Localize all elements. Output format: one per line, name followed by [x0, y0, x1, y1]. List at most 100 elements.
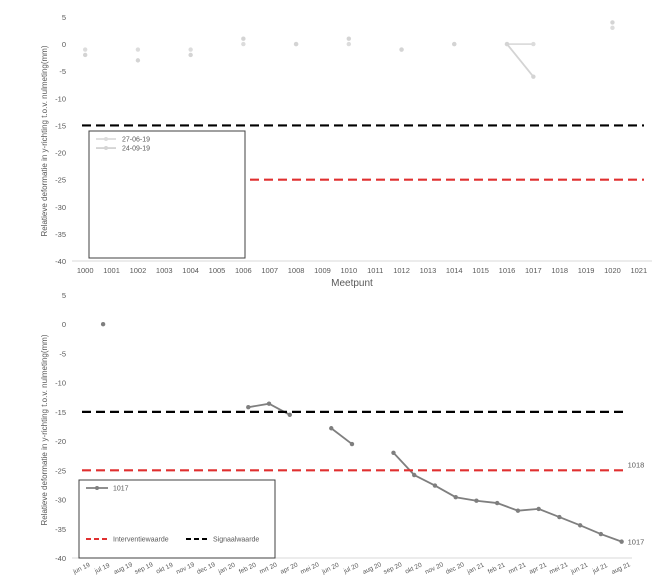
x-tick-label: jun 20: [320, 562, 340, 576]
data-point: [619, 539, 624, 544]
data-point: [452, 41, 457, 47]
x-tick-label: apr 21: [528, 561, 548, 575]
legend-reference-label: Signaalwaarde: [213, 537, 259, 544]
upper-legend-box: [88, 130, 246, 259]
x-tick-label: 1003: [156, 266, 173, 275]
upper-reference-lines: [82, 124, 644, 181]
y-tick-label: 5: [62, 291, 66, 300]
lower-x-ticks: jun 19 jul 19 aug 19 sep 19 okt 19 nov 19 dec …: [71, 561, 632, 576]
y-tick-label: -35: [55, 525, 66, 534]
legend-label: 1017: [113, 486, 129, 493]
x-tick-label: apr 20: [279, 561, 299, 575]
legend-marker: [104, 137, 108, 141]
x-tick-label: 1011: [367, 266, 383, 275]
data-point: [346, 41, 352, 47]
x-tick-label: 1018: [551, 266, 568, 275]
data-point: [531, 41, 536, 47]
legend-label: 27-06-19: [122, 137, 150, 144]
data-point: [432, 483, 438, 488]
y-tick-label: -20: [55, 149, 66, 158]
x-tick-label: 1006: [235, 266, 252, 275]
data-point: [135, 47, 141, 52]
x-tick-label: 1005: [209, 266, 226, 275]
data-point: [531, 74, 536, 79]
series-line-24-09-19: [506, 43, 535, 78]
data-point: [135, 58, 141, 63]
legend-reference-label: Interventiewaarde: [113, 537, 169, 544]
x-tick-label: 1004: [182, 266, 199, 275]
x-tick-label: 1015: [472, 266, 489, 275]
y-tick-label: -10: [55, 94, 66, 103]
x-tick-label: 1013: [420, 266, 437, 275]
x-tick-label: nov 20: [424, 561, 445, 576]
x-tick-label: jun 19: [71, 562, 91, 576]
upper-legend: 27-06-19 24-09-19: [88, 130, 246, 259]
lower-y-ticks: 5 0 -5 -10 -15 -20 -25 -30 -35 -40: [55, 291, 66, 563]
x-tick-label: 1009: [314, 266, 331, 275]
x-tick-label: mrt 20: [259, 561, 279, 575]
data-point: [474, 498, 479, 503]
data-point: [536, 506, 541, 512]
upper-y-ticks: 5 0 -5 -10 -15 -20 -25 -30 -35 -40: [55, 13, 66, 266]
lower-reference-lines: [82, 410, 624, 472]
end-label-1017: 1017: [628, 538, 645, 547]
data-point: [241, 41, 246, 47]
x-tick-label: okt 19: [155, 562, 174, 576]
data-point: [453, 495, 458, 500]
data-point: [82, 47, 88, 52]
x-tick-label: jul 21: [591, 562, 609, 575]
x-tick-label: aug 20: [362, 561, 383, 576]
data-point: [610, 20, 615, 25]
x-tick-label: 1014: [446, 266, 463, 275]
data-point: [412, 472, 417, 478]
upper-legend-items: 27-06-19 24-09-19: [96, 137, 150, 153]
x-tick-label: sep 20: [383, 561, 404, 576]
x-tick-label: 1021: [630, 266, 647, 275]
lower-series-layer: [100, 322, 624, 544]
y-tick-label: -30: [55, 496, 66, 505]
data-point: [329, 426, 334, 431]
x-tick-label: mei 20: [300, 561, 321, 576]
x-tick-label: mei 21: [548, 561, 569, 576]
y-tick-label: -25: [55, 176, 66, 185]
y-tick-label: 0: [62, 320, 66, 329]
upper-x-axis-label: Meetpunt: [331, 278, 373, 289]
data-point: [577, 523, 583, 528]
end-label-1018: 1018: [628, 460, 645, 469]
series-1017: [100, 322, 624, 544]
data-point: [515, 508, 521, 513]
y-tick-label: -30: [55, 203, 66, 212]
legend-marker: [95, 486, 99, 490]
upper-chart: 50-5-10-15-20-25-30-35-40 1000 1001 1002 10…: [40, 13, 652, 289]
data-point: [494, 500, 500, 506]
legend-label: 24-09-19: [122, 146, 150, 153]
x-tick-label: aug 21: [611, 561, 632, 576]
y-tick-label: -20: [55, 437, 66, 446]
series-24-09-19: [82, 20, 615, 79]
data-point: [82, 52, 88, 58]
x-tick-label: dec 19: [196, 561, 217, 576]
x-tick-label: nov 19: [175, 561, 196, 576]
lower-chart: 50-5-10-15-20-25-30-35-40 jun 19 jul 19 au…: [40, 291, 645, 576]
data-point: [100, 322, 106, 327]
x-tick-label: 1012: [393, 266, 410, 275]
x-tick-label: feb 21: [487, 561, 507, 575]
x-tick-label: jun 21: [569, 562, 589, 576]
data-point: [349, 441, 355, 447]
data-point: [610, 25, 615, 31]
x-tick-label: 1016: [499, 266, 516, 275]
x-tick-label: 1019: [578, 266, 595, 275]
data-point: [293, 41, 299, 47]
y-tick-label: -5: [59, 349, 66, 358]
y-tick-label: -15: [55, 408, 66, 417]
x-tick-label: 1002: [130, 266, 147, 275]
data-point: [287, 412, 292, 418]
y-tick-label: -40: [55, 257, 66, 266]
x-tick-label: 1020: [604, 266, 621, 275]
x-tick-label: mrt 21: [507, 561, 527, 575]
data-point: [188, 52, 193, 58]
series-line-1017: [330, 427, 353, 445]
x-tick-label: jan 20: [217, 562, 237, 576]
y-tick-label: -40: [55, 554, 66, 563]
